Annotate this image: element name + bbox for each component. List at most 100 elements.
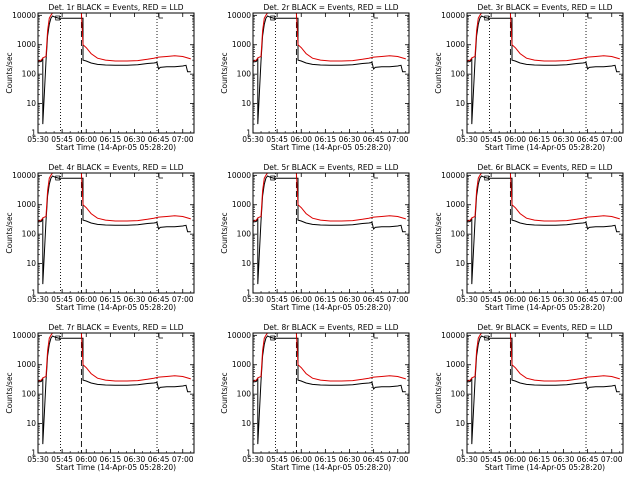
y-tick-label: 10000 [227,11,251,20]
y-tick-label: 10 [241,99,251,108]
panel-det-5r: Det. 5r BLACK = Events, RED = LLD 1 10 100 1… [220,163,410,312]
x-tick-label: 06:45 [363,135,385,144]
x-tick-label: 05:45 [266,455,288,464]
series-group [253,333,406,445]
plot-frame [37,12,195,134]
x-tick-label: 05:45 [480,295,502,304]
y-tick-label: 10 [26,99,36,108]
top-annotation-mark [373,13,379,19]
panel-det-1r: Det. 1r BLACK = Events, RED = LLD 1 10 100 1… [5,3,195,152]
y-axis-label: Counts/sec [5,52,14,93]
x-tick-label: 06:00 [290,295,312,304]
x-tick-label: 05:30 [27,455,49,464]
series-line-lld [467,333,620,382]
top-annotation-mark [55,15,61,21]
top-annotation-mark [270,335,276,341]
y-axis-label: Counts/sec [434,52,443,93]
x-tick-label: 06:45 [363,295,385,304]
top-annotation-mark [484,335,490,341]
series-line-events [38,175,191,285]
x-tick-label: 06:00 [504,135,526,144]
series-group [38,13,191,125]
x-tick-label: 05:45 [266,295,288,304]
y-tick-label: 1 [31,449,36,458]
x-tick-label: 06:45 [577,135,599,144]
panel-det-7r: Det. 7r BLACK = Events, RED = LLD 1 10 100 1… [5,323,195,472]
y-axis-label: Counts/sec [5,372,14,413]
series-line-lld [467,13,620,62]
x-tick-label: 06:45 [148,135,170,144]
y-tick-label: 1000 [232,40,251,49]
panel-title: Det. 2r BLACK = Events, RED = LLD [263,3,398,12]
x-tick-label: 06:15 [529,295,551,304]
x-tick-label: 05:45 [480,135,502,144]
x-tick-label: 07:00 [387,135,409,144]
panel-title: Det. 9r BLACK = Events, RED = LLD [477,323,612,332]
x-tick-label: 06:00 [290,455,312,464]
plot-frame [252,332,410,454]
x-tick-label: 06:30 [339,455,361,464]
y-tick-label: 1000 [446,200,465,209]
series-group [253,173,406,285]
x-tick-label: 07:00 [172,135,194,144]
panel-title: Det. 3r BLACK = Events, RED = LLD [477,3,612,12]
x-tick-label: 05:45 [480,455,502,464]
x-tick-label: 05:30 [456,135,478,144]
y-tick-label: 10 [241,419,251,428]
series-line-events [253,175,406,285]
series-line-lld [253,13,406,62]
x-tick-label: 06:30 [553,295,575,304]
x-tick-label: 06:15 [315,455,337,464]
y-tick-label: 1000 [17,360,36,369]
x-tick-label: 07:00 [601,135,623,144]
x-tick-label: 05:45 [51,455,73,464]
x-tick-label: 06:30 [124,455,146,464]
y-tick-label: 10 [26,419,36,428]
x-tick-label: 07:00 [601,295,623,304]
x-tick-label: 06:45 [148,455,170,464]
series-group [38,173,191,285]
y-tick-label: 10000 [12,11,36,20]
x-tick-label: 06:45 [577,295,599,304]
x-tick-label: 06:30 [553,135,575,144]
x-tick-label: 05:30 [27,135,49,144]
y-tick-label: 1000 [232,200,251,209]
x-tick-label: 06:45 [148,295,170,304]
y-tick-label: 10000 [227,331,251,340]
y-tick-label: 10000 [441,331,465,340]
top-annotation-mark [373,333,379,339]
x-tick-label: 05:30 [242,135,264,144]
series-group [467,13,620,125]
x-axis-label: Start Time (14-Apr-05 05:28:20) [56,143,176,152]
y-tick-label: 10 [26,259,36,268]
series-group [253,13,406,125]
y-tick-label: 100 [237,230,252,239]
top-annotation-mark [484,175,490,181]
x-tick-label: 06:30 [339,295,361,304]
x-tick-label: 06:15 [100,295,122,304]
x-axis-label: Start Time (14-Apr-05 05:28:20) [56,463,176,472]
y-tick-label: 1 [460,449,465,458]
x-tick-label: 06:15 [529,455,551,464]
y-axis-label: Counts/sec [220,52,229,93]
x-axis-label: Start Time (14-Apr-05 05:28:20) [485,303,605,312]
series-line-lld [467,173,620,222]
series-line-events [467,335,620,445]
y-tick-label: 1 [460,129,465,138]
x-tick-label: 06:00 [75,295,97,304]
x-tick-label: 06:00 [75,455,97,464]
panel-det-2r: Det. 2r BLACK = Events, RED = LLD 1 10 100 1… [220,3,410,152]
y-axis-label: Counts/sec [434,212,443,253]
x-tick-label: 06:30 [124,135,146,144]
y-tick-label: 1000 [232,360,251,369]
y-axis-label: Counts/sec [434,372,443,413]
y-tick-label: 1 [246,449,251,458]
series-line-lld [38,13,191,62]
plot-frame [466,12,624,134]
plot-frame [37,172,195,294]
y-tick-label: 100 [451,70,466,79]
y-tick-label: 100 [237,70,252,79]
plot-frame [252,172,410,294]
x-tick-label: 06:45 [577,455,599,464]
